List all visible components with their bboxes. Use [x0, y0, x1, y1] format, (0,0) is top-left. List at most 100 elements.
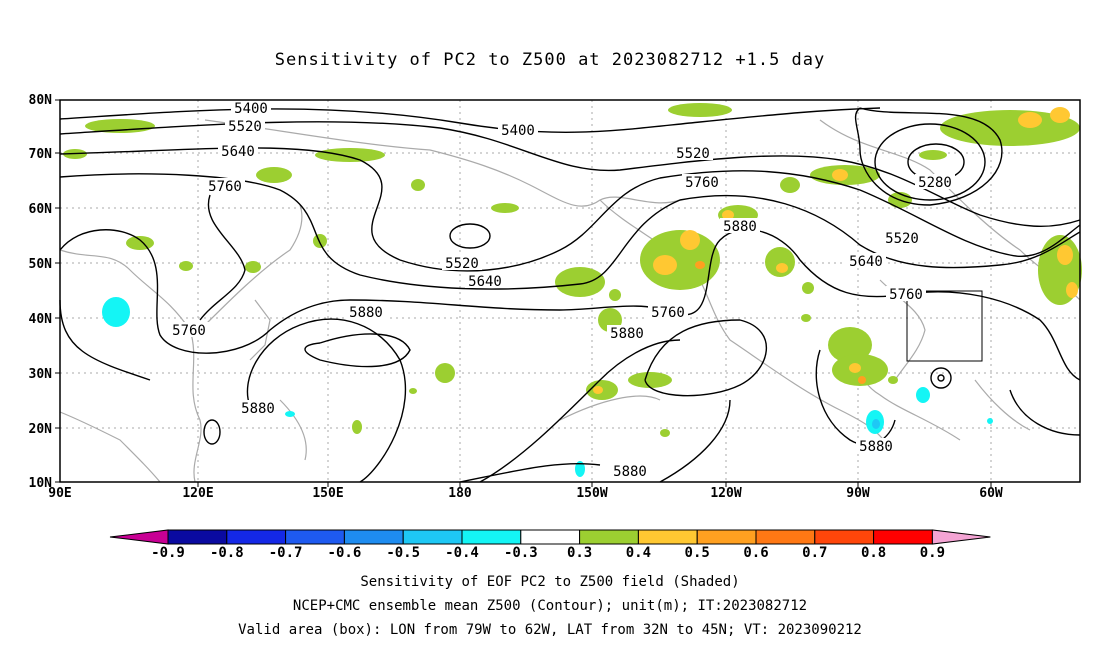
contour-label-5880: 5880 — [610, 326, 644, 342]
colorbar-labels: -0.9 -0.8 -0.7 -0.6 -0.5 -0.4 -0.3 0.3 0.4 0.5 0.6… — [151, 545, 945, 561]
contour-label-5520: 5520 — [445, 256, 479, 272]
lon-label-180: 180 — [448, 486, 472, 501]
contour-label-bg — [225, 118, 265, 133]
contour-label-5520: 5520 — [676, 146, 710, 162]
colorbar-cell — [814, 529, 875, 545]
lat-label-10n: 10N — [29, 476, 53, 491]
colorbar-label: -0.4 — [445, 545, 479, 561]
footer-line-3: Valid area (box): LON from 79W to 62W, L… — [238, 622, 862, 638]
colorbar-cell — [873, 529, 933, 545]
grid-lines — [60, 100, 1080, 482]
colorbar-label: -0.5 — [386, 545, 420, 561]
contour-label-bg — [169, 322, 209, 337]
contour-label-bg — [673, 145, 713, 160]
lon-label-120w: 120W — [710, 486, 741, 501]
colorbar-high-end — [931, 529, 991, 545]
contour-label-5880: 5880 — [723, 219, 757, 235]
contour-label-bg — [231, 100, 271, 115]
colorbar-label: 0.6 — [743, 545, 768, 561]
colorbar-cell — [226, 529, 287, 545]
colorbar-cell — [520, 529, 581, 545]
contour-label-bg — [610, 463, 650, 478]
latitude-labels: 80N 70N 60N 50N 40N 30N 20N 10N — [29, 93, 53, 491]
contour-labels: 5400540055205520552055205640564056405760… — [169, 100, 955, 480]
lat-label-30n: 30N — [29, 367, 53, 382]
contour-label-bg — [607, 325, 647, 340]
contour-label-5880: 5880 — [349, 305, 383, 321]
contour-label-5400: 5400 — [234, 101, 268, 117]
colorbar-cell — [755, 529, 816, 545]
lat-label-20n: 20N — [29, 422, 53, 437]
valid-area-box — [906, 290, 983, 362]
contour-label-bg — [886, 286, 926, 301]
longitude-ticks — [197, 482, 992, 487]
chart-title: Sensitivity of PC2 to Z500 at 2023082712… — [274, 50, 826, 70]
contour-label-bg — [856, 438, 896, 453]
lon-label-60w: 60W — [979, 486, 1003, 501]
colorbar-label: 0.8 — [861, 545, 886, 561]
lon-label-150e: 150E — [312, 486, 343, 501]
contour-label-5640: 5640 — [849, 254, 883, 270]
colorbar-label: -0.8 — [210, 545, 244, 561]
colorbar-cell — [579, 529, 639, 545]
colorbar-cell — [285, 529, 345, 545]
contour-label-bg — [498, 122, 538, 137]
lat-label-40n: 40N — [29, 312, 53, 327]
colorbar-cell — [696, 529, 757, 545]
contour-label-bg — [346, 304, 386, 319]
lon-label-120e: 120E — [182, 486, 213, 501]
contour-label-5760: 5760 — [685, 175, 719, 191]
contour-label-bg — [218, 143, 258, 158]
contour-label-5400: 5400 — [501, 123, 535, 139]
colorbar-label: 0.7 — [802, 545, 827, 561]
colorbar-cell — [461, 529, 522, 545]
colorbar-label: -0.6 — [328, 545, 362, 561]
contour-label-bg — [465, 273, 505, 288]
contour-label-bg — [442, 255, 482, 270]
colorbar-cell — [167, 529, 228, 545]
lon-label-150w: 150W — [576, 486, 607, 501]
colorbar-cell — [402, 529, 463, 545]
contour-label-bg — [882, 230, 922, 245]
colorbar-cell — [637, 529, 698, 545]
contour-label-bg — [846, 253, 886, 268]
contour-label-bg — [648, 304, 688, 319]
colorbar-label: -0.9 — [151, 545, 185, 561]
footer-line-2: NCEP+CMC ensemble mean Z500 (Contour); u… — [292, 598, 808, 614]
contour-label-bg — [915, 174, 955, 189]
lat-label-70n: 70N — [29, 147, 53, 162]
lon-label-90e: 90E — [48, 486, 71, 501]
contour-label-5280: 5280 — [918, 175, 952, 191]
contour-label-bg — [238, 400, 278, 415]
footer-line-1: Sensitivity of EOF PC2 to Z500 field (Sh… — [360, 574, 740, 590]
contour-label-bg — [205, 178, 245, 193]
longitude-labels: 90E 120E 150E 180 150W 120W 90W 60W — [48, 486, 1003, 501]
contour-label-5520: 5520 — [885, 231, 919, 247]
contour-label-5640: 5640 — [221, 144, 255, 160]
colorbar-label: 0.5 — [685, 545, 710, 561]
colorbar-label: -0.7 — [269, 545, 303, 561]
contour-label-5520: 5520 — [228, 119, 262, 135]
contour-label-5760: 5760 — [172, 323, 206, 339]
lon-label-90w: 90W — [846, 486, 870, 501]
lat-label-50n: 50N — [29, 257, 53, 272]
contour-label-5880: 5880 — [241, 401, 275, 417]
contour-label-bg — [720, 218, 760, 233]
contour-label-5880: 5880 — [613, 464, 647, 480]
colorbar-label: 0.9 — [920, 545, 945, 561]
map-frame — [59, 99, 1081, 483]
contour-label-bg — [682, 174, 722, 189]
latitude-ticks — [55, 99, 60, 483]
colorbar-low-end — [109, 529, 169, 545]
contour-label-5760: 5760 — [208, 179, 242, 195]
contour-label-5760: 5760 — [651, 305, 685, 321]
contour-label-5880: 5880 — [859, 439, 893, 455]
contour-label-5640: 5640 — [468, 274, 502, 290]
contour-label-5760: 5760 — [889, 287, 923, 303]
colorbar-label: 0.3 — [567, 545, 592, 561]
colorbar-cell — [343, 529, 404, 545]
lat-label-80n: 80N — [29, 93, 53, 108]
colorbar-label: 0.4 — [626, 545, 651, 561]
sensitivity-shading — [63, 103, 1082, 477]
